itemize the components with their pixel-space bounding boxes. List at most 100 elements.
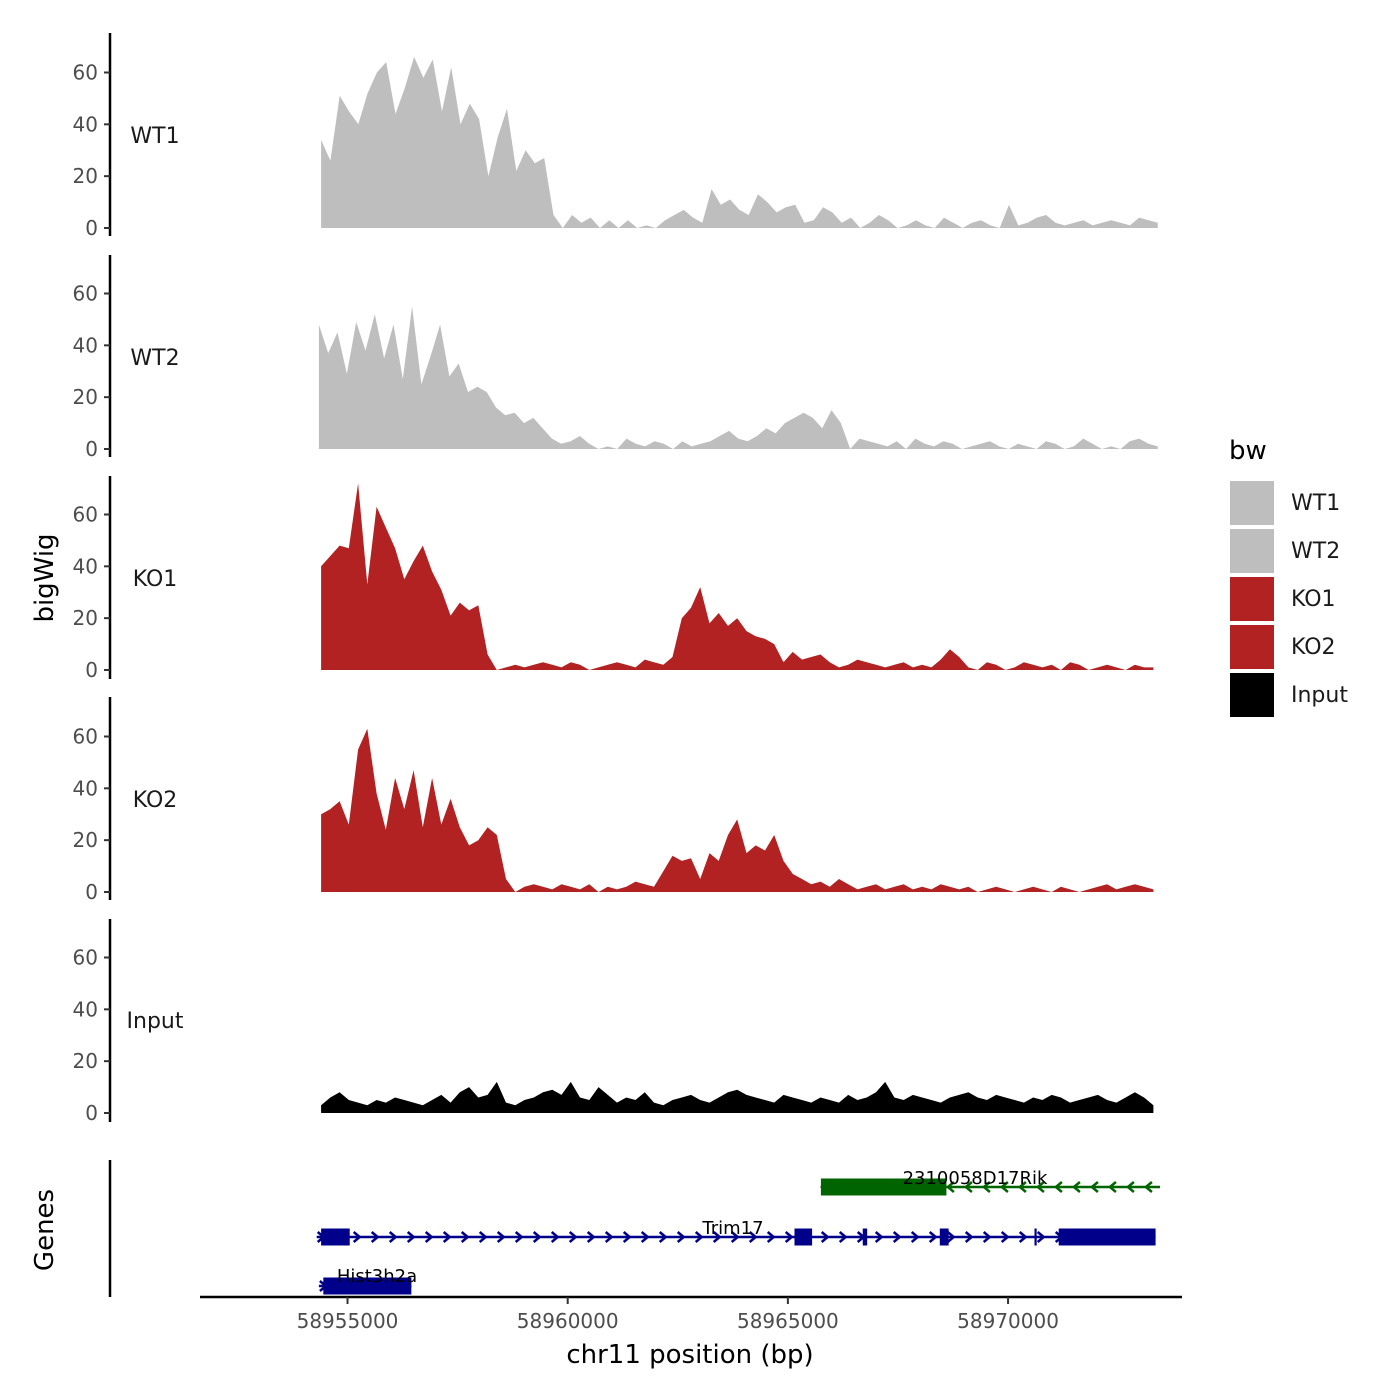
- gene-label: Hist3h2a: [337, 1266, 417, 1287]
- gene-trim17: Trim17: [316, 1218, 1156, 1246]
- strand-chevron: [928, 1231, 938, 1243]
- strand-chevron: [892, 1231, 902, 1243]
- y-tick-label: 60: [73, 61, 98, 85]
- strand-chevron: [604, 1231, 614, 1243]
- strand-chevron: [622, 1231, 632, 1243]
- strand-chevron: [838, 1231, 848, 1243]
- legend-key-wt2: [1228, 527, 1276, 575]
- y-tick-label: 0: [85, 437, 98, 461]
- strand-chevron: [568, 1231, 578, 1243]
- track-area: [321, 56, 1158, 229]
- strand-chevron: [748, 1231, 758, 1243]
- y-tick-label: 20: [73, 1049, 98, 1073]
- track-wt1: 0 20 40 60 WT1: [73, 33, 1158, 240]
- y-tick-label: 60: [73, 282, 98, 306]
- y-tick-label: 60: [73, 503, 98, 527]
- strand-chevron: [1053, 1181, 1063, 1193]
- gene-2310058d17rik: 2310058D17Rik: [819, 1168, 1160, 1196]
- legend-label: KO2: [1291, 635, 1336, 660]
- legend-label: WT2: [1291, 539, 1340, 564]
- track-area: [318, 306, 1158, 449]
- strand-chevron: [820, 1231, 830, 1243]
- legend-key-ko1: [1228, 575, 1276, 623]
- track-label: WT2: [130, 346, 179, 371]
- y-tick-label: 20: [73, 385, 98, 409]
- strand-chevron: [766, 1231, 776, 1243]
- strand-chevron: [532, 1231, 542, 1243]
- gene-label: Trim17: [701, 1218, 763, 1239]
- strand-chevron: [999, 1181, 1009, 1193]
- y-tick-label: 40: [73, 333, 98, 357]
- strand-chevron: [550, 1231, 560, 1243]
- y-tick-label: 0: [85, 216, 98, 240]
- strand-chevron: [388, 1231, 398, 1243]
- x-axis-label: chr11 position (bp): [566, 1340, 813, 1370]
- y-tick-label: 0: [85, 658, 98, 682]
- strand-chevron: [1017, 1181, 1027, 1193]
- legend-key-input: [1228, 671, 1276, 719]
- strand-chevron: [694, 1231, 704, 1243]
- gene-exon: [321, 1228, 350, 1246]
- track-label: WT1: [130, 124, 179, 149]
- strand-chevron: [640, 1231, 650, 1243]
- strand-chevron: [946, 1231, 956, 1243]
- strand-chevron: [964, 1231, 974, 1243]
- gene-exon: [820, 1178, 947, 1196]
- strand-chevron: [1000, 1231, 1010, 1243]
- strand-chevron: [1125, 1181, 1135, 1193]
- track-input: 0 20 40 60 Input: [73, 919, 1154, 1125]
- strand-chevron: [424, 1231, 434, 1243]
- y-tick-label: 40: [73, 554, 98, 578]
- track-ko2: 0 20 40 60 KO2: [73, 697, 1154, 904]
- strand-chevron: [658, 1231, 668, 1243]
- track-label: KO2: [133, 788, 178, 813]
- gene-hist3h2a: Hist3h2a: [318, 1266, 417, 1295]
- genes-panel: 2310058D17Rik Trim17 Hist3h2a: [108, 1160, 1160, 1297]
- strand-chevron: [1036, 1231, 1046, 1243]
- genes-axis-label: Genes: [30, 1189, 60, 1271]
- strand-chevron: [1089, 1181, 1099, 1193]
- legend-key-wt1: [1228, 479, 1276, 527]
- gene-exon: [939, 1228, 949, 1246]
- strand-chevron: [460, 1231, 470, 1243]
- y-tick-label: 0: [85, 880, 98, 904]
- y-tick-label: 20: [73, 164, 98, 188]
- track-area: [321, 1081, 1154, 1113]
- track-label: Input: [127, 1009, 184, 1034]
- x-tick-label: 58955000: [297, 1309, 399, 1333]
- gene-exon: [862, 1228, 868, 1246]
- y-tick-label: 40: [73, 112, 98, 136]
- strand-chevron: [1071, 1181, 1081, 1193]
- strand-chevron: [982, 1231, 992, 1243]
- strand-chevron: [730, 1231, 740, 1243]
- strand-chevron: [1035, 1181, 1045, 1193]
- gene-label: 2310058D17Rik: [903, 1168, 1048, 1189]
- strand-chevron: [963, 1181, 973, 1193]
- track-wt2: 0 20 40 60 WT2: [73, 255, 1158, 461]
- track-ko1: 0 20 40 60 KO1: [73, 476, 1154, 682]
- y-tick-label: 40: [73, 776, 98, 800]
- y-axis-label: bigWig: [30, 533, 60, 622]
- strand-chevron: [442, 1231, 452, 1243]
- gene-exon: [1058, 1228, 1156, 1246]
- gene-exon: [323, 1277, 412, 1295]
- strand-chevron: [874, 1231, 884, 1243]
- strand-chevron: [370, 1231, 380, 1243]
- strand-chevron: [676, 1231, 686, 1243]
- strand-chevron: [496, 1231, 506, 1243]
- y-tick-label: 40: [73, 997, 98, 1021]
- strand-chevron: [1143, 1181, 1153, 1193]
- strand-chevron: [981, 1181, 991, 1193]
- track-label: KO1: [133, 567, 178, 592]
- track-area: [321, 483, 1154, 670]
- x-axis: 58955000 58960000 58965000 58970000: [200, 1295, 1182, 1333]
- y-tick-label: 20: [73, 606, 98, 630]
- x-tick-label: 58965000: [737, 1309, 839, 1333]
- legend-label: WT1: [1291, 491, 1340, 516]
- strand-chevron: [945, 1181, 955, 1193]
- gene-exon: [794, 1228, 813, 1246]
- strand-chevron: [352, 1231, 362, 1243]
- x-tick-label: 58970000: [957, 1309, 1059, 1333]
- legend-label: KO1: [1291, 587, 1336, 612]
